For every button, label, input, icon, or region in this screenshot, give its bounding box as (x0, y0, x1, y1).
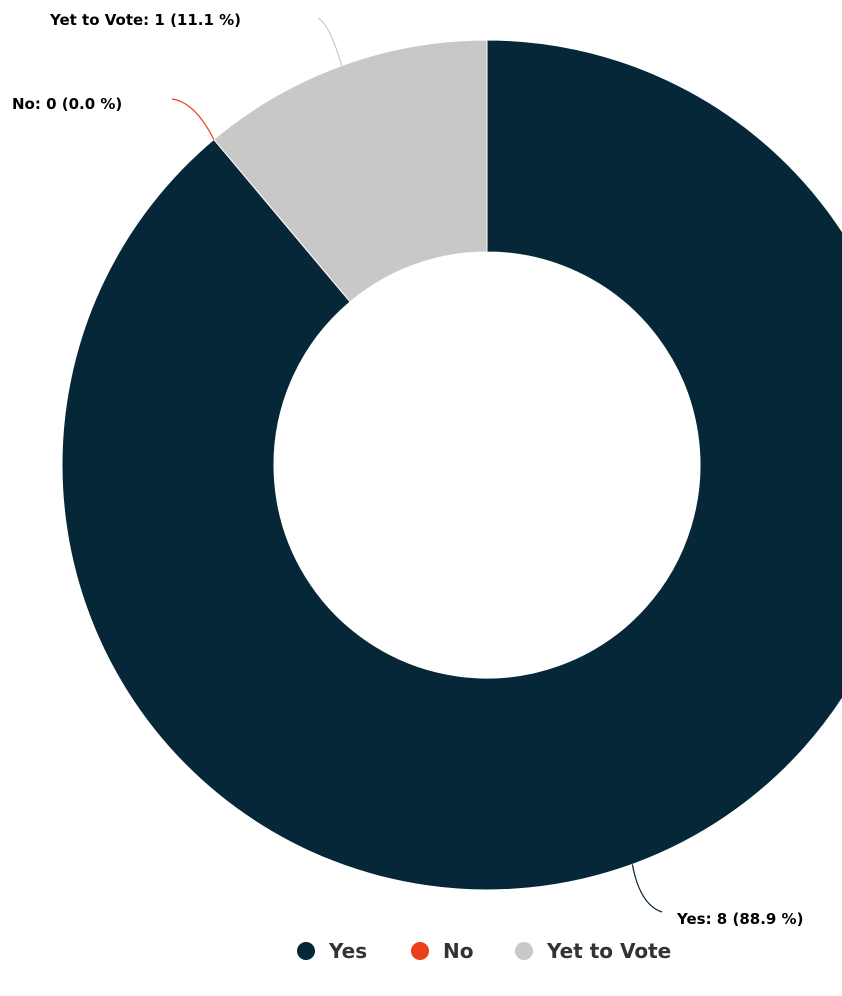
donut-slices (61, 39, 842, 891)
data-label-yet-to-vote: Yet to Vote: 1 (11.1 %) (49, 11, 241, 29)
legend-item-yes[interactable]: Yes (297, 939, 367, 963)
connector-no (171, 98, 215, 140)
legend: Yes No Yet to Vote (297, 939, 671, 963)
legend-label-yes: Yes (328, 939, 367, 963)
connector-yet-to-vote (317, 17, 343, 66)
label-connectors (171, 17, 663, 913)
legend-marker-yet-to-vote (515, 942, 533, 960)
legend-item-yet-to-vote[interactable]: Yet to Vote (515, 939, 671, 963)
legend-label-no: No (443, 939, 473, 963)
donut-slice-yet-to-vote[interactable] (213, 39, 488, 303)
data-label-no: No: 0 (0.0 %) (12, 95, 122, 113)
legend-marker-yes (297, 942, 315, 960)
data-label-yes: Yes: 8 (88.9 %) (676, 910, 803, 928)
donut-slice-yes[interactable] (61, 39, 842, 891)
legend-label-yet-to-vote: Yet to Vote (546, 939, 671, 963)
legend-item-no[interactable]: No (411, 939, 473, 963)
connector-yes (631, 864, 663, 913)
legend-marker-no (411, 942, 429, 960)
